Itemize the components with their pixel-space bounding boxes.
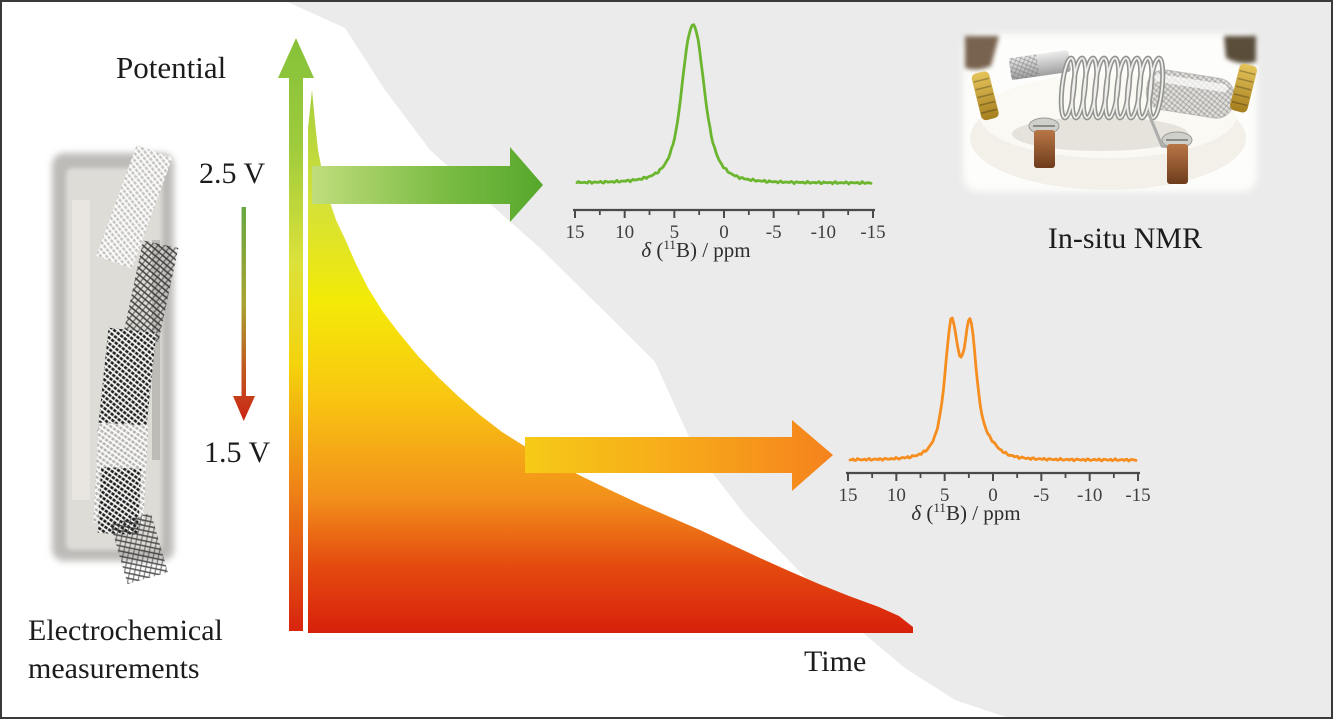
tick-label: 15 <box>566 222 585 243</box>
mesh-top-segment <box>96 144 173 269</box>
gold-thumbscrew-right <box>1230 63 1257 113</box>
voltage-range-arrow <box>233 207 255 421</box>
nmr-spectra-layer: 15 10 5 0 -5 -10 -15 δ (11B) / ppm 15 10 5 0 -5 -10 -1… <box>566 23 1151 525</box>
tick-label: 5 <box>940 485 950 506</box>
tick-label: 15 <box>839 485 858 506</box>
mesh-dark-segment <box>123 240 179 342</box>
voltage-high-label: 2.5 V <box>199 157 266 190</box>
nmr-probe-photo <box>963 34 1257 192</box>
pouch-highlight <box>72 200 90 500</box>
pouch-cell-photo <box>52 144 179 584</box>
electrode-patch-upper <box>97 327 157 437</box>
tick-label: -5 <box>766 222 782 243</box>
electrochemical-caption-line2: measurements <box>28 652 200 685</box>
electrochemical-caption-line1: Electrochemical <box>28 614 223 647</box>
probe-right-tube <box>1145 69 1235 119</box>
x-axis-label: δ (11B) / ppm <box>911 500 1020 525</box>
pouch-shadow-edge <box>152 240 160 460</box>
electrochemical-caption: Electrochemical measurements <box>28 612 223 688</box>
tick-label: -10 <box>811 222 836 243</box>
mesh-bottom-tail <box>110 512 168 584</box>
gold-thumbscrew-left <box>971 71 999 121</box>
tick-label: 10 <box>887 485 906 506</box>
nmr-spectrum-low-potential: 15 10 5 0 -5 -10 -15 δ (11B) / ppm <box>839 316 1151 525</box>
tick-label: -5 <box>1033 485 1049 506</box>
tick-label: -10 <box>1077 485 1102 506</box>
tick-label: 0 <box>988 485 998 506</box>
photo-corner-dark-left <box>965 36 999 70</box>
photo-corner-dark-right <box>1224 36 1256 64</box>
potential-axis-arrow <box>278 38 314 631</box>
nmr-spectrum-low-potential-curve <box>848 316 1138 463</box>
copper-post-right <box>1161 131 1193 184</box>
nmr-spectrum-high-potential: 15 10 5 0 -5 -10 -15 δ (11B) / ppm <box>566 23 886 262</box>
rf-coil <box>1058 55 1166 121</box>
tick-label: 0 <box>719 222 729 243</box>
tick-label: -15 <box>1125 485 1150 506</box>
voltage-low-label: 1.5 V <box>204 436 271 469</box>
in-situ-nmr-caption: In-situ NMR <box>1047 222 1203 255</box>
arrow-to-green-spectrum <box>312 147 543 222</box>
arrow-to-orange-spectrum <box>525 420 833 491</box>
time-axis-title: Time <box>804 645 867 678</box>
potential-axis-title: Potential <box>116 50 227 85</box>
tick-label: 10 <box>615 222 634 243</box>
potential-decay-fill <box>308 90 913 633</box>
copper-post-left <box>1028 117 1060 168</box>
tick-label: 5 <box>670 222 680 243</box>
nmr-spectrum-high-potential-curve <box>575 23 873 186</box>
tick-label: -15 <box>860 222 885 243</box>
probe-left-bar <box>1008 50 1071 81</box>
x-axis-label: δ (11B) / ppm <box>641 237 750 262</box>
mesh-mid-segment <box>93 422 149 535</box>
